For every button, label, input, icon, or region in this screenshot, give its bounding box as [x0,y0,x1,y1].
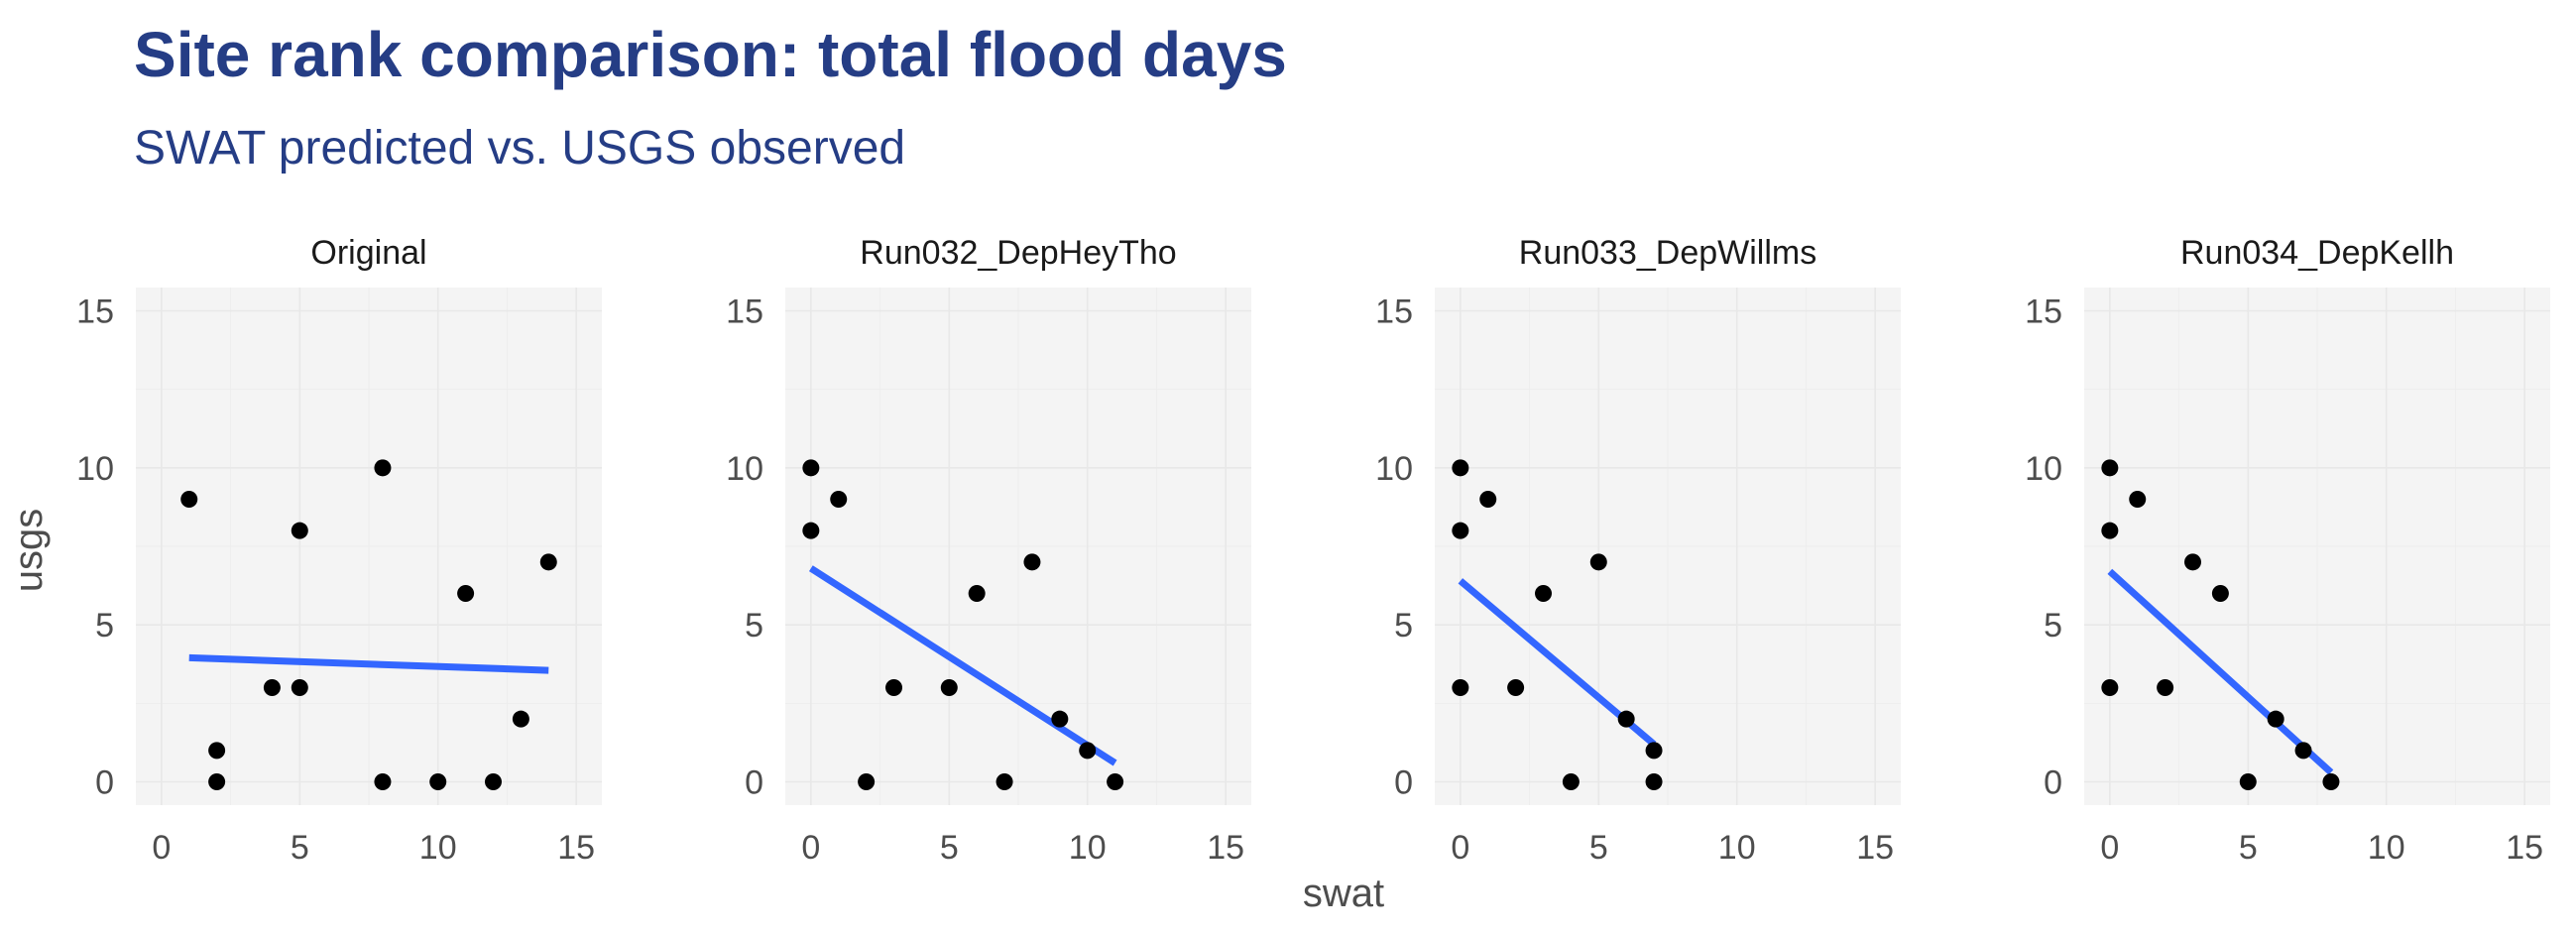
facet-strip-label: Run033_DepWillms [1519,234,1816,272]
regression-line [188,653,549,674]
y-tick-label: 0 [1394,764,1413,802]
data-point [291,522,308,539]
x-tick-label: 0 [1451,829,1469,867]
facet-panel: Run032_DepHeyTho 0 5 10 15 0 5 10 15 [726,234,1251,867]
y-tick-label: 10 [1375,450,1413,488]
y-tick-label: 0 [745,764,763,802]
data-point [374,773,392,791]
y-tick-label: 15 [76,292,114,330]
data-point [208,742,226,760]
x-tick-label: 10 [419,829,457,867]
data-point [1617,710,1635,728]
x-axis-title: swat [1303,872,1384,915]
data-point [2294,742,2312,760]
x-tick-label: 15 [2506,829,2543,867]
data-point [429,773,447,791]
data-point [2267,710,2284,728]
data-point [802,459,820,477]
y-tick-label: 5 [745,607,763,644]
data-point [940,679,958,697]
data-point [180,490,198,508]
data-point [2211,585,2229,603]
data-point [263,679,281,697]
facet-panel: Original 0 5 10 15 0 5 10 15 [76,234,602,867]
data-point [208,773,226,791]
chart-subtitle: SWAT predicted vs. USGS observed [134,122,906,175]
data-point [802,522,820,539]
x-tick-label: 0 [2100,829,2119,867]
data-point [2101,459,2119,477]
data-point [1507,679,1525,697]
data-point [2239,773,2257,791]
x-tick-label: 10 [2368,829,2405,867]
data-point [1079,742,1097,760]
x-tick-label: 15 [1207,829,1244,867]
data-point [484,773,502,791]
data-point [512,710,529,728]
x-tick-label: 5 [1589,829,1608,867]
chart-title: Site rank comparison: total flood days [134,19,1287,90]
data-point [1452,522,1469,539]
y-tick-label: 15 [2025,292,2062,330]
data-point [1645,773,1663,791]
data-point [885,679,903,697]
y-tick-label: 15 [1375,292,1413,330]
data-point [968,585,986,603]
data-point [2129,490,2147,508]
y-tick-label: 10 [76,450,114,488]
data-point [2101,522,2119,539]
y-tick-label: 10 [2025,450,2062,488]
data-point [1645,742,1663,760]
x-tick-label: 15 [1856,829,1894,867]
y-tick-label: 0 [95,764,114,802]
data-point [374,459,392,477]
facet-strip-label: Original [310,234,426,272]
data-point [2101,679,2119,697]
x-tick-label: 0 [801,829,820,867]
facet-strip-label: Run034_DepKellh [2180,234,2454,272]
x-tick-label: 15 [557,829,595,867]
y-tick-label: 15 [726,292,763,330]
y-tick-label: 0 [2044,764,2062,802]
data-point [1535,585,1553,603]
data-point [1023,553,1041,571]
facet-strip-label: Run032_DepHeyTho [860,234,1176,272]
data-point [1452,679,1469,697]
x-tick-label: 10 [1718,829,1756,867]
data-point [1479,490,1497,508]
y-tick-label: 5 [2044,607,2062,644]
x-tick-label: 5 [2239,829,2258,867]
x-tick-label: 5 [291,829,309,867]
data-point [830,490,848,508]
data-point [2322,773,2340,791]
data-point [1589,553,1607,571]
data-point [995,773,1013,791]
data-point [1452,459,1469,477]
facet-panel: Run033_DepWillms 0 5 10 15 0 5 10 15 [1375,234,1901,867]
data-point [2157,679,2174,697]
data-point [291,679,308,697]
y-tick-label: 5 [1394,607,1413,644]
regression-line [2107,568,2334,775]
data-point [457,585,475,603]
facet-panel: Run034_DepKellh 0 5 10 15 0 5 10 15 [2025,234,2550,867]
data-point [1051,710,1069,728]
data-point [1107,773,1124,791]
x-tick-label: 0 [152,829,171,867]
regression-line [808,565,1117,766]
x-tick-label: 10 [1069,829,1107,867]
data-point [539,553,557,571]
data-point [858,773,876,791]
x-tick-label: 5 [940,829,959,867]
data-point [2184,553,2202,571]
data-point [1562,773,1580,791]
y-tick-label: 5 [95,607,114,644]
y-tick-label: 10 [726,450,763,488]
y-axis-title: usgs [7,509,51,593]
